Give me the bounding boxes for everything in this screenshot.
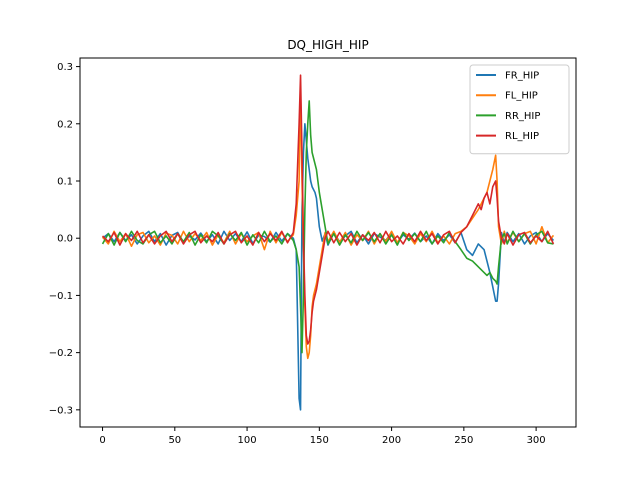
legend-box <box>469 64 570 155</box>
legend-label: RR_HIP <box>505 111 540 122</box>
chart-title: DQ_HIGH_HIP <box>287 38 368 52</box>
y-tick-label: 0.2 <box>57 119 73 130</box>
x-tick-label: 150 <box>310 435 329 446</box>
x-tick-label: 50 <box>168 435 181 446</box>
x-tick-label: 100 <box>238 435 257 446</box>
y-tick-label: 0.0 <box>57 234 73 245</box>
x-tick-label: 250 <box>454 435 473 446</box>
series-line-fr-hip <box>102 122 555 411</box>
y-tick-label: −0.3 <box>49 405 73 416</box>
legend-label: FL_HIP <box>505 91 538 102</box>
legend: FR_HIP FL_HIP RR_HIP RL_HIP <box>469 64 570 155</box>
x-tick-label: 300 <box>527 435 546 446</box>
legend-label: RL_HIP <box>505 131 539 142</box>
y-tick-label: −0.1 <box>49 291 73 302</box>
x-tick-label: 200 <box>382 435 401 446</box>
series-line-rl-hip <box>101 74 555 345</box>
series-lines <box>101 74 555 411</box>
y-tick-label: −0.2 <box>49 348 73 359</box>
x-tick-label: 0 <box>99 435 105 446</box>
series-line-rr-hip <box>101 100 554 354</box>
axis-ticks: 0 50 100 150 200 250 300 −0.3 −0.2 −0.1 0.0 0.1 0.2 0… <box>49 62 546 446</box>
y-tick-label: 0.3 <box>57 62 73 73</box>
y-tick-label: 0.1 <box>57 177 73 188</box>
legend-label: FR_HIP <box>505 71 539 82</box>
plot-area-frame <box>79 57 577 428</box>
